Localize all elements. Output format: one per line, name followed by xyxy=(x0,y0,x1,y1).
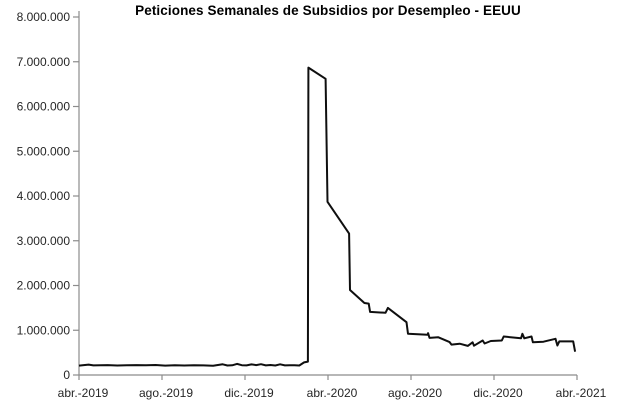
y-tick-label: 8.000.000 xyxy=(17,10,71,24)
x-tick-label: abr.-2020 xyxy=(307,386,358,400)
y-tick-label: 4.000.000 xyxy=(17,189,71,203)
x-tick-label: abr.-2019 xyxy=(58,386,109,400)
y-tick-label: 5.000.000 xyxy=(17,144,71,158)
y-tick-label: 7.000.000 xyxy=(17,55,71,69)
y-tick-label: 0 xyxy=(63,368,70,382)
chart-title: Peticiones Semanales de Subsidios por De… xyxy=(135,3,521,18)
x-tick-label: ago.-2019 xyxy=(139,386,193,400)
y-tick-label: 3.000.000 xyxy=(17,234,71,248)
y-tick-label: 6.000.000 xyxy=(17,100,71,114)
x-tick-label: dic.-2020 xyxy=(473,386,523,400)
claims-data-line xyxy=(78,66,577,367)
x-tick-label: abr.-2021 xyxy=(556,386,607,400)
y-tick-label: 1.000.000 xyxy=(17,323,71,337)
x-tick-label: dic.-2019 xyxy=(224,386,274,400)
y-tick-label: 2.000.000 xyxy=(17,279,71,293)
x-tick-label: ago.-2020 xyxy=(388,386,442,400)
